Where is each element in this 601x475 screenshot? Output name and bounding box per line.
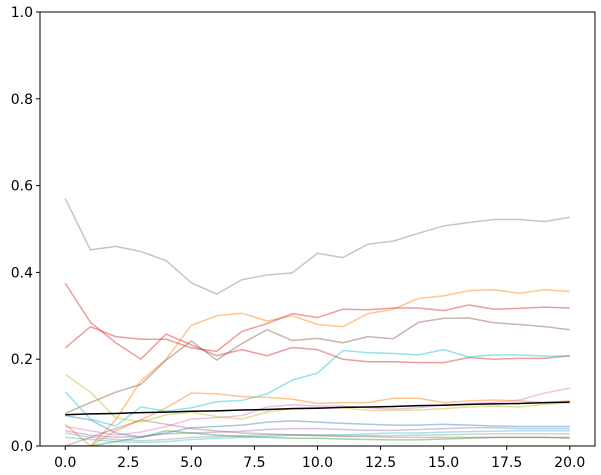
y-axis: 0.0 0.2 0.4 0.6 0.8 1.0 xyxy=(11,5,40,455)
x-tick-label: 17.5 xyxy=(491,455,522,471)
x-tick-label: 12.5 xyxy=(365,455,396,471)
y-tick-label: 0.8 xyxy=(11,92,33,108)
y-tick-label: 0.6 xyxy=(11,179,33,195)
series-line-2 xyxy=(65,289,570,446)
series-line-10 xyxy=(65,414,570,439)
x-tick-label: 15.0 xyxy=(428,455,459,471)
x-tick-label: 0.0 xyxy=(54,455,76,471)
y-tick-label: 0.2 xyxy=(11,352,33,368)
x-tick-label: 2.5 xyxy=(117,455,139,471)
series-line-14 xyxy=(64,419,570,446)
series-line-5 xyxy=(64,282,570,364)
x-axis: 0.0 2.5 5.0 7.5 10.0 12.5 15.0 17.5 20.0 xyxy=(54,446,585,471)
series-line-8 xyxy=(64,392,570,446)
series-line-15 xyxy=(65,432,570,442)
x-tick-label: 20.0 xyxy=(554,455,585,471)
series-line-12 xyxy=(65,430,570,446)
series-line-4 xyxy=(64,317,570,415)
series-line-16 xyxy=(65,401,570,416)
y-tick-label: 1.0 xyxy=(11,5,33,21)
y-tick-label: 0.4 xyxy=(11,265,33,281)
y-tick-label: 0.0 xyxy=(11,439,33,455)
series-line-11 xyxy=(65,427,570,439)
series-line-13 xyxy=(65,430,570,444)
x-tick-label: 7.5 xyxy=(243,455,265,471)
x-tick-label: 10.0 xyxy=(302,455,333,471)
series-line-6 xyxy=(64,348,570,427)
series-layer xyxy=(64,198,570,446)
x-tick-label: 5.0 xyxy=(180,455,202,471)
series-line-3 xyxy=(64,304,570,353)
series-line-9 xyxy=(65,387,570,436)
series-line-1 xyxy=(64,198,570,295)
